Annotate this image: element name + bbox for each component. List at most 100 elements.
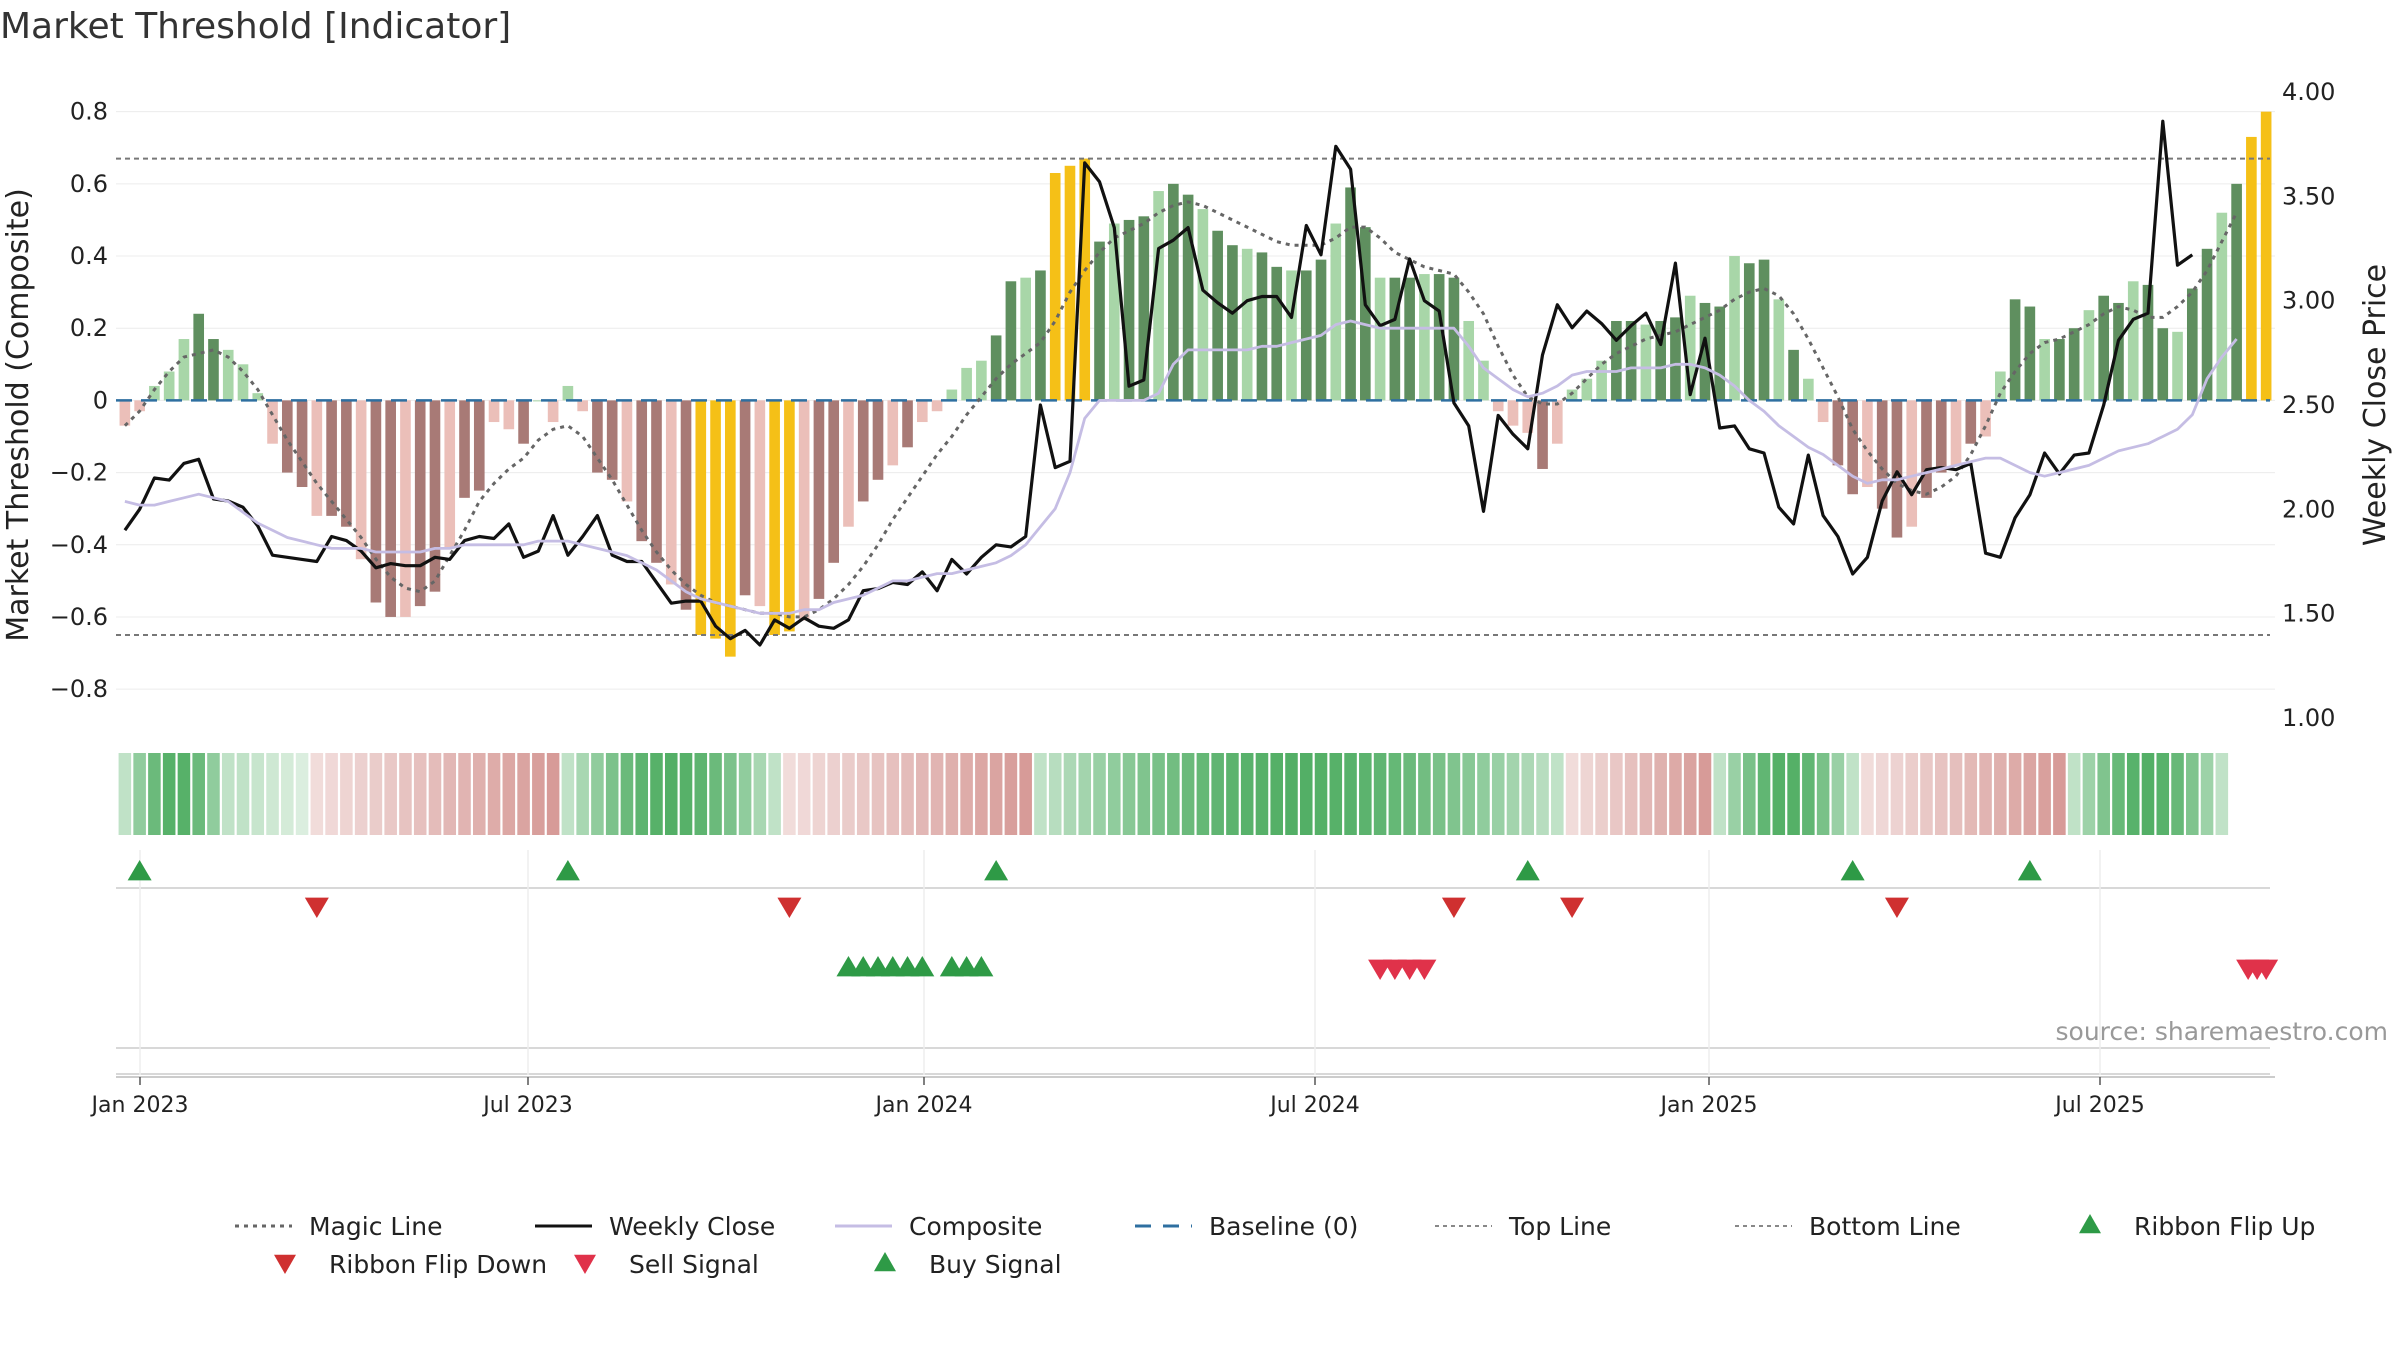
ribbon-cell [2215, 753, 2229, 835]
composite-bar [1773, 299, 1785, 401]
composite-bar [1389, 277, 1401, 401]
ribbon-cell [1063, 753, 1077, 835]
ribbon-cell [960, 753, 973, 835]
ribbon-flip-up-marker [555, 860, 580, 881]
x-axis: Jan 2023 Jul 2023 Jan 2024 Jul 2024 Jan 2025… [90, 1076, 2275, 1118]
ribbon-cell [1595, 753, 1608, 835]
composite-bar [1138, 216, 1150, 401]
ribbon-cell [1285, 753, 1298, 835]
composite-bar [1463, 320, 1475, 401]
signal-rows [116, 850, 2279, 1075]
legend-item: Weekly Close [535, 1212, 775, 1241]
ribbon-cell [148, 753, 161, 835]
ribbon-cell [310, 753, 324, 835]
composite-bar [887, 400, 899, 466]
y-tick-label-right: 3.00 [2282, 287, 2335, 315]
ribbon-flip-down-marker [1884, 897, 1909, 918]
ribbon-cell [1270, 753, 1283, 835]
composite-bar [1079, 158, 1091, 401]
composite-bar [1995, 371, 2006, 401]
legend-item: Composite [835, 1212, 1042, 1241]
composite-bar [621, 400, 633, 502]
composite-bar [1241, 248, 1253, 401]
ribbon-cell [473, 753, 486, 835]
composite-bar [1448, 277, 1460, 401]
composite-bar [1862, 400, 1873, 488]
composite-bar [1743, 263, 1755, 401]
ribbon-cell [1639, 753, 1653, 835]
composite-bar [400, 400, 411, 617]
ribbon-cell [1728, 753, 1741, 835]
ribbon-cell [1211, 753, 1224, 835]
composite-bar [769, 400, 780, 635]
ribbon-cell [192, 753, 205, 835]
ribbon-cell [1181, 753, 1195, 835]
composite-bar [1182, 194, 1194, 401]
ribbon-cell [1255, 753, 1269, 835]
composite-bar [1596, 360, 1607, 401]
ribbon-cell [251, 753, 265, 835]
composite-bar [2083, 310, 2095, 401]
ribbon-cell [1152, 753, 1165, 835]
ribbon-flip-up-marker [984, 860, 1009, 881]
legend-swatch-ribbon-flip-down [274, 1254, 296, 1274]
legend-item: Sell Signal [574, 1250, 759, 1279]
composite-bar [267, 400, 278, 444]
composite-bar [208, 339, 219, 401]
ribbon-cell [221, 753, 235, 835]
ribbon-cell [989, 753, 1003, 835]
x-tick-label: Jan 2024 [874, 1093, 973, 1118]
ribbon-cell [1403, 753, 1416, 835]
composite-bar [1108, 223, 1120, 401]
composite-bar [488, 400, 500, 423]
buy-signal-marker [910, 956, 935, 977]
ribbon-cell [650, 753, 663, 835]
composite-bar [872, 400, 884, 480]
ribbon-cell [2023, 753, 2037, 835]
composite-bar [1670, 317, 1681, 401]
composite-bar [518, 400, 529, 444]
y-tick-label-right: 1.50 [2282, 600, 2335, 628]
ribbon-cell [1654, 753, 1667, 835]
ribbon-cell [1418, 753, 1431, 835]
composite-bar [2054, 339, 2065, 401]
legend-label-buy-signal: Buy Signal [929, 1250, 1062, 1279]
legend-label-weekly-close: Weekly Close [609, 1212, 775, 1241]
composite-bar [444, 400, 456, 549]
composite-bar [1935, 400, 1947, 473]
composite-bar [355, 400, 367, 560]
ribbon-cell [502, 753, 516, 835]
composite-bar [1507, 400, 1519, 426]
ribbon-cell [842, 753, 855, 835]
ribbon-cell [133, 753, 146, 835]
ribbon-flip-down-marker [304, 897, 329, 918]
weekly-close-line [123, 119, 2194, 647]
ribbon-flip-up-marker [1515, 860, 1540, 881]
ribbon-flip-down-marker [1441, 897, 1466, 918]
y-axis-left-label: Market Threshold (Composite) [1, 188, 36, 642]
x-tick-label: Jul 2024 [1268, 1093, 1360, 1118]
composite-bar [1611, 320, 1622, 401]
ribbon-cell [1846, 753, 1859, 835]
ribbon-cell [546, 753, 560, 835]
composite-bar [2231, 183, 2242, 401]
composite-bar [754, 400, 766, 607]
composite-bar [1655, 320, 1666, 401]
y-tick-label-left: 0.2 [70, 314, 108, 342]
composite-bar [725, 400, 736, 657]
x-tick-label: Jan 2025 [1659, 1093, 1758, 1118]
composite-bar [2172, 331, 2183, 401]
ribbon-cell [709, 753, 722, 835]
ribbon-cell [1757, 753, 1771, 835]
composite-bar [651, 400, 662, 563]
composite-bar [857, 400, 869, 502]
composite-bar [784, 400, 795, 632]
composite-bar [1965, 400, 1977, 444]
composite-bar [665, 400, 677, 585]
composite-bar [414, 400, 426, 607]
buy-signal-marker [969, 956, 994, 977]
ribbon-cell [901, 753, 914, 835]
ribbon-cell [2097, 753, 2110, 835]
ribbon-cell [177, 753, 191, 835]
composite-bar [503, 400, 515, 430]
